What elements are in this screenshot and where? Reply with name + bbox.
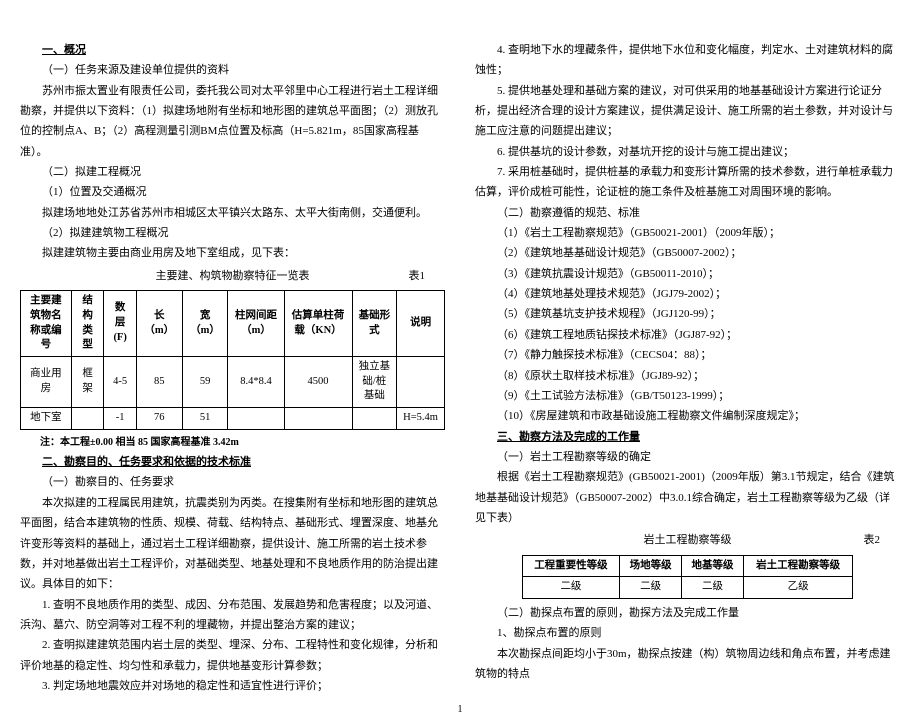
std-5: （5）《建筑基坑支护技术规程》（JGJ120-99）； bbox=[475, 304, 900, 324]
cell: 二级 bbox=[682, 577, 744, 599]
table2-label: 表2 bbox=[864, 530, 881, 550]
table1-label: 表1 bbox=[409, 266, 426, 286]
para-building: 拟建建筑物主要由商业用房及地下室组成，见下表： bbox=[20, 243, 445, 263]
cell: 商业用房 bbox=[21, 356, 72, 407]
t1h5: 柱网间距（m） bbox=[228, 291, 284, 357]
table1-caption-row: 主要建、构筑物勘察特征一览表 表1 bbox=[20, 266, 445, 286]
table1: 主要建筑物名称或编号 结构类型 数层(F) 长（m） 宽（m） 柱网间距（m） … bbox=[20, 290, 445, 430]
t2h3: 岩土工程勘察等级 bbox=[743, 555, 852, 577]
cell: 地下室 bbox=[21, 407, 72, 429]
list-item-7: 7. 采用桩基础时，提供桩基的承载力和变形计算所需的技术参数，进行单桩承载力估算… bbox=[475, 162, 900, 203]
cell bbox=[284, 407, 352, 429]
cell: 二级 bbox=[522, 577, 619, 599]
list-item-2: 2. 查明拟建建筑范围内岩土层的类型、埋深、分布、工程特性和变化规律，分析和评价… bbox=[20, 635, 445, 676]
std-4: （4）《建筑地基处理技术规范》（JGJ79-2002）； bbox=[475, 284, 900, 304]
t2h0: 工程重要性等级 bbox=[522, 555, 619, 577]
sub-location: （1）位置及交通概况 bbox=[20, 182, 445, 202]
cell: -1 bbox=[104, 407, 136, 429]
sub-source-title: （一）任务来源及建设单位提供的资料 bbox=[20, 60, 445, 80]
sub-project-title: （二）拟建工程概况 bbox=[20, 162, 445, 182]
std-10: （10）《房屋建筑和市政基础设施工程勘察文件编制深度规定》； bbox=[475, 406, 900, 426]
cell bbox=[71, 407, 104, 429]
std-2: （2）《建筑地基基础设计规范》（GB50007-2002）； bbox=[475, 243, 900, 263]
t1h8: 说明 bbox=[397, 291, 445, 357]
list-item-5: 5. 提供地基处理和基础方案的建议，对可供采用的地基基础设计方案进行论证分析，提… bbox=[475, 81, 900, 142]
t1h4: 宽（m） bbox=[182, 291, 228, 357]
document-page: 一、概况 （一）任务来源及建设单位提供的资料 苏州市振太置业有限责任公司，委托我… bbox=[20, 40, 900, 696]
list-item-4: 4. 查明地下水的埋藏条件，提供地下水位和变化幅度，判定水、土对建筑材料的腐蚀性… bbox=[475, 40, 900, 81]
cell: 乙级 bbox=[743, 577, 852, 599]
cell: 51 bbox=[182, 407, 228, 429]
sub-building: （2）拟建建筑物工程概况 bbox=[20, 223, 445, 243]
table1-header-row: 主要建筑物名称或编号 结构类型 数层(F) 长（m） 宽（m） 柱网间距（m） … bbox=[21, 291, 445, 357]
std-7: （7）《静力触探技术标准》（CECS04：88）； bbox=[475, 345, 900, 365]
table2-caption: 岩土工程勘察等级 bbox=[644, 530, 732, 550]
cell: 框架 bbox=[71, 356, 104, 407]
para-purpose: 本次拟建的工程属民用建筑，抗震类别为丙类。在搜集附有坐标和地形图的建筑总平面图，… bbox=[20, 493, 445, 595]
cell: 独立基础/桩基础 bbox=[352, 356, 397, 407]
list-item-6: 6. 提供基坑的设计参数，对基坑开挖的设计与施工提出建议； bbox=[475, 142, 900, 162]
table1-note: 注：本工程±0.00 相当 85 国家高程基准 3.42m bbox=[20, 434, 445, 453]
cell: 59 bbox=[182, 356, 228, 407]
t1h2: 数层(F) bbox=[104, 291, 136, 357]
left-column: 一、概况 （一）任务来源及建设单位提供的资料 苏州市振太置业有限责任公司，委托我… bbox=[20, 40, 445, 696]
t2h2: 地基等级 bbox=[682, 555, 744, 577]
cell: 8.4*8.4 bbox=[228, 356, 284, 407]
table-row: 二级 二级 二级 乙级 bbox=[522, 577, 853, 599]
list-item-3: 3. 判定场地地震效应并对场地的稳定性和适宜性进行评价； bbox=[20, 676, 445, 696]
table2-caption-row: 岩土工程勘察等级 表2 bbox=[475, 530, 900, 550]
sub-layout-principle: 1、勘探点布置的原则 bbox=[475, 623, 900, 643]
para-source: 苏州市振太置业有限责任公司，委托我公司对太平邻里中心工程进行岩土工程详细勘察，并… bbox=[20, 81, 445, 162]
table2: 工程重要性等级 场地等级 地基等级 岩土工程勘察等级 二级 二级 二级 乙级 bbox=[522, 555, 854, 599]
cell: H=5.4m bbox=[397, 407, 445, 429]
t1h1: 结构类型 bbox=[71, 291, 104, 357]
para-layout: 本次勘探点间距均小于30m，勘探点按建（构）筑物周边线和角点布置，并考虑建筑物的… bbox=[475, 644, 900, 685]
t1h7: 基础形式 bbox=[352, 291, 397, 357]
sub-grade: （一）岩土工程勘察等级的确定 bbox=[475, 447, 900, 467]
t1h0: 主要建筑物名称或编号 bbox=[21, 291, 72, 357]
t2h1: 场地等级 bbox=[620, 555, 682, 577]
cell: 4500 bbox=[284, 356, 352, 407]
cell: 4-5 bbox=[104, 356, 136, 407]
para-grade: 根据《岩土工程勘察规范》(GB50021-2001)（2009年版）第3.1节规… bbox=[475, 467, 900, 528]
std-1: （1）《岩土工程勘察规范》（GB50021-2001）（2009年版）； bbox=[475, 223, 900, 243]
sub-purpose: （一）勘察目的、任务要求 bbox=[20, 472, 445, 492]
sub-layout: （二）勘探点布置的原则，勘探方法及完成工作量 bbox=[475, 603, 900, 623]
t1h6: 估算单柱荷载（KN） bbox=[284, 291, 352, 357]
heading-overview: 一、概况 bbox=[20, 40, 445, 60]
cell: 二级 bbox=[620, 577, 682, 599]
heading-methods: 三、勘察方法及完成的工作量 bbox=[475, 427, 900, 447]
para-location: 拟建场地地处江苏省苏州市相城区太平镇兴太路东、太平大街南侧，交通便利。 bbox=[20, 203, 445, 223]
sub-standards: （二）勘察遵循的规范、标准 bbox=[475, 203, 900, 223]
std-3: （3）《建筑抗震设计规范》（GB50011-2010）； bbox=[475, 264, 900, 284]
std-6: （6）《建筑工程地质钻探技术标准》（JGJ87-92）； bbox=[475, 325, 900, 345]
cell: 85 bbox=[136, 356, 182, 407]
std-8: （8）《原状土取样技术标准》（JGJ89-92）； bbox=[475, 366, 900, 386]
heading-purpose: 二、勘察目的、任务要求和依据的技术标准 bbox=[20, 452, 445, 472]
table-row: 商业用房 框架 4-5 85 59 8.4*8.4 4500 独立基础/桩基础 bbox=[21, 356, 445, 407]
t1h3: 长（m） bbox=[136, 291, 182, 357]
std-9: （9）《土工试验方法标准》（GB/T50123-1999）； bbox=[475, 386, 900, 406]
table-row: 地下室 -1 76 51 H=5.4m bbox=[21, 407, 445, 429]
cell bbox=[352, 407, 397, 429]
right-column: 4. 查明地下水的埋藏条件，提供地下水位和变化幅度，判定水、土对建筑材料的腐蚀性… bbox=[475, 40, 900, 696]
cell bbox=[228, 407, 284, 429]
cell: 76 bbox=[136, 407, 182, 429]
cell bbox=[397, 356, 445, 407]
table1-caption: 主要建、构筑物勘察特征一览表 bbox=[156, 266, 310, 286]
list-item-1: 1. 查明不良地质作用的类型、成因、分布范围、发展趋势和危害程度；以及河道、浜沟… bbox=[20, 595, 445, 636]
page-number: 1 bbox=[20, 704, 900, 715]
table2-header-row: 工程重要性等级 场地等级 地基等级 岩土工程勘察等级 bbox=[522, 555, 853, 577]
